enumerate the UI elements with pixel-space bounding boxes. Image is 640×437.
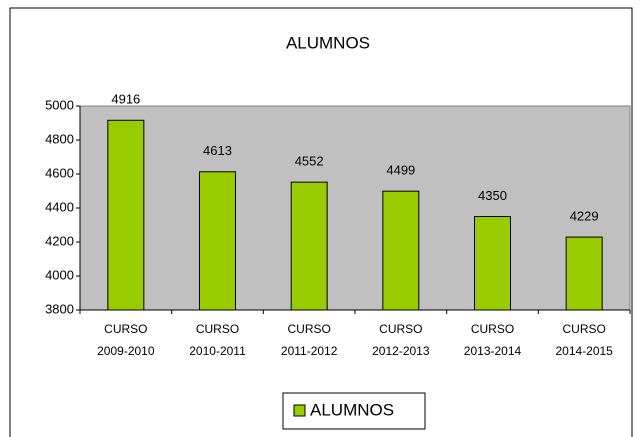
bar xyxy=(199,171,236,311)
y-tick-label: 4600 xyxy=(45,165,74,180)
value-label: 4552 xyxy=(295,154,324,169)
x-tick-label: 2011-2012 xyxy=(281,344,338,358)
legend-box xyxy=(282,392,426,430)
value-label: 4916 xyxy=(111,92,140,107)
y-tick-label: 4400 xyxy=(45,199,74,214)
bar xyxy=(290,181,328,311)
bar xyxy=(565,236,603,311)
y-tick-label: 5000 xyxy=(45,97,74,112)
y-tick-label: 3800 xyxy=(45,301,74,316)
legend-label: ALUMNOS xyxy=(310,400,394,419)
value-label: 4499 xyxy=(386,163,415,178)
legend-swatch xyxy=(293,404,306,417)
value-label: 4350 xyxy=(478,188,507,203)
x-tick-label: CURSO xyxy=(379,322,422,336)
y-tick-label: 4800 xyxy=(45,131,74,146)
x-tick-label: 2013-2014 xyxy=(464,344,522,358)
plot-area xyxy=(79,105,631,311)
y-tick-label: 4200 xyxy=(45,233,74,248)
chart-title: ALUMNOS xyxy=(286,33,370,52)
value-label: 4613 xyxy=(203,143,232,158)
x-tick-label: CURSO xyxy=(471,322,514,336)
x-tick-label: CURSO xyxy=(287,322,330,336)
y-tick-label: 4000 xyxy=(45,267,74,282)
value-label: 4229 xyxy=(570,209,599,224)
x-tick-label: 2012-2013 xyxy=(372,344,430,358)
x-tick-label: CURSO xyxy=(196,322,239,336)
x-tick-label: 2009-2010 xyxy=(97,344,155,358)
bar xyxy=(107,119,145,311)
bar xyxy=(474,216,511,311)
x-tick-label: 2014-2015 xyxy=(555,344,613,358)
bar xyxy=(382,190,420,311)
x-tick-label: 2010-2011 xyxy=(189,344,246,358)
x-tick-label: CURSO xyxy=(562,322,605,336)
x-tick-label: CURSO xyxy=(104,322,147,336)
